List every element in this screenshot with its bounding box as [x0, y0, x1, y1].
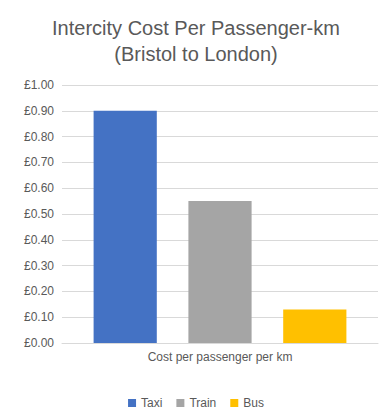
- svg-text:£0.10: £0.10: [24, 310, 54, 324]
- svg-text:Taxi: Taxi: [141, 396, 162, 410]
- svg-text:£0.30: £0.30: [24, 259, 54, 273]
- svg-text:(Bristol to London): (Bristol to London): [114, 43, 277, 65]
- svg-text:£0.60: £0.60: [24, 181, 54, 195]
- svg-text:£0.50: £0.50: [24, 207, 54, 221]
- svg-text:Train: Train: [189, 396, 216, 410]
- svg-text:Bus: Bus: [243, 396, 264, 410]
- svg-text:£0.00: £0.00: [24, 336, 54, 350]
- svg-text:Intercity Cost Per Passenger-k: Intercity Cost Per Passenger-km: [52, 17, 340, 39]
- svg-text:£1.00: £1.00: [24, 78, 54, 92]
- svg-text:£0.80: £0.80: [24, 130, 54, 144]
- svg-text:£0.70: £0.70: [24, 155, 54, 169]
- svg-text:£0.90: £0.90: [24, 104, 54, 118]
- svg-text:£0.40: £0.40: [24, 233, 54, 247]
- svg-text:£0.20: £0.20: [24, 284, 54, 298]
- svg-text:Cost per passenger per km: Cost per passenger per km: [148, 350, 293, 364]
